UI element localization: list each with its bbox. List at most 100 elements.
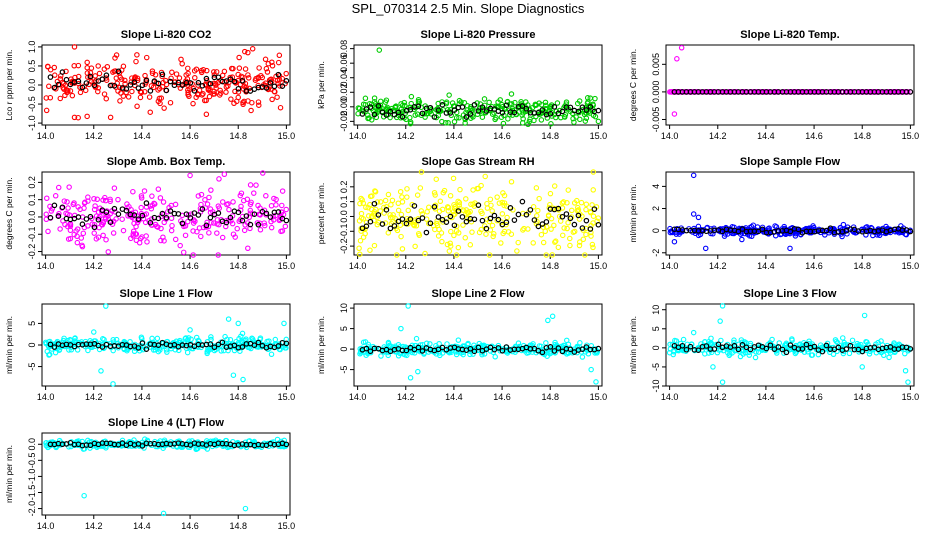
black-series-point — [83, 216, 90, 222]
data-point — [150, 347, 157, 353]
x-tick-label: 15.0 — [902, 261, 920, 271]
data-point — [530, 204, 537, 210]
black-series-point — [215, 210, 222, 216]
data-point — [80, 230, 87, 237]
data-point — [404, 186, 410, 192]
data-point — [547, 350, 553, 357]
data-point — [85, 223, 91, 229]
y-axis-label: degrees C per min. — [628, 49, 638, 121]
y-tick-label: 0.0 — [27, 79, 37, 92]
data-point — [357, 200, 363, 207]
data-point — [84, 64, 90, 71]
black-series-point — [179, 220, 186, 227]
data-point — [204, 441, 211, 447]
black-series-point — [835, 344, 842, 351]
outlier-point — [739, 236, 745, 243]
outlier-point — [71, 44, 78, 50]
y-tick-label: 0.2 — [339, 181, 349, 194]
data-point — [809, 352, 816, 358]
data-point — [277, 104, 284, 111]
data-point — [358, 210, 365, 217]
data-point — [92, 73, 98, 79]
y-tick-label: -1.0 — [27, 469, 37, 485]
data-point — [587, 95, 594, 101]
data-point — [202, 205, 208, 211]
data-point — [147, 203, 154, 209]
black-series-point — [59, 204, 66, 211]
data-point — [465, 341, 471, 348]
x-tick-label: 14.6 — [493, 261, 511, 271]
data-point — [63, 210, 69, 217]
outlier-point — [690, 172, 697, 179]
data-point — [113, 75, 120, 81]
data-point — [840, 221, 847, 228]
data-point — [501, 200, 508, 206]
black-series-point — [503, 344, 510, 350]
black-series-point — [239, 344, 246, 350]
data-point — [261, 220, 267, 226]
black-series-point — [255, 221, 262, 228]
data-point — [63, 68, 69, 75]
y-tick-label: -5 — [339, 366, 349, 374]
data-point — [569, 207, 575, 214]
black-series-point — [391, 223, 398, 229]
data-point — [368, 101, 375, 108]
outlier-point — [859, 364, 865, 370]
black-series-point — [555, 205, 562, 212]
black-series-point — [143, 200, 150, 206]
black-series-point — [419, 215, 426, 221]
data-point — [512, 343, 519, 350]
data-point — [525, 121, 531, 128]
data-point — [208, 219, 214, 226]
black-series-point — [775, 344, 782, 350]
data-point — [457, 186, 463, 193]
data-point — [177, 242, 183, 249]
data-point — [247, 182, 254, 188]
data-point — [84, 59, 90, 66]
data-point — [456, 115, 462, 121]
data-point — [446, 92, 452, 98]
black-series-point — [711, 346, 718, 352]
x-tick-label: 14.0 — [349, 392, 367, 402]
black-series-point — [467, 345, 474, 352]
y-tick-label: -1.0 — [27, 115, 37, 131]
data-point — [365, 213, 372, 219]
data-point — [85, 194, 91, 200]
panel-9: Slope Line 3 Flow 14.0 14.2 14.4 14.6 14.8 15.… — [628, 288, 919, 402]
black-series-point — [207, 341, 214, 347]
data-point — [463, 196, 469, 202]
data-point — [116, 84, 123, 91]
panel-2: Slope Li-820 Pressure 14.0 14.2 14.4 14.6 14.… — [316, 29, 607, 141]
data-point — [417, 185, 424, 191]
data-point — [892, 349, 898, 356]
black-series-point — [907, 228, 914, 235]
data-point — [155, 98, 162, 105]
data-point — [590, 187, 596, 193]
black-series-point — [451, 222, 458, 229]
data-point — [478, 182, 484, 189]
black-series-point — [739, 342, 746, 348]
outlier-point — [861, 312, 868, 319]
data-point — [238, 203, 244, 210]
data-point — [168, 215, 175, 222]
data-point — [447, 243, 454, 249]
data-point — [543, 340, 549, 346]
data-point — [142, 72, 148, 79]
black-series-point — [175, 211, 182, 217]
y-axis-label: ml/min per min. — [628, 316, 638, 374]
plot-frame — [353, 303, 603, 387]
data-point — [387, 343, 394, 349]
data-point — [214, 217, 221, 223]
data-point — [718, 337, 724, 344]
y-tick-label: -0.2 — [27, 244, 37, 260]
y-tick-label: 5 — [651, 326, 661, 331]
data-point — [841, 339, 847, 346]
data-point — [382, 197, 389, 204]
x-tick-label: 14.2 — [85, 131, 103, 141]
black-series-point — [431, 114, 438, 120]
data-point — [746, 349, 752, 356]
data-point — [64, 199, 70, 205]
data-point — [157, 195, 164, 201]
data-point — [187, 444, 193, 451]
data-point — [470, 351, 476, 357]
